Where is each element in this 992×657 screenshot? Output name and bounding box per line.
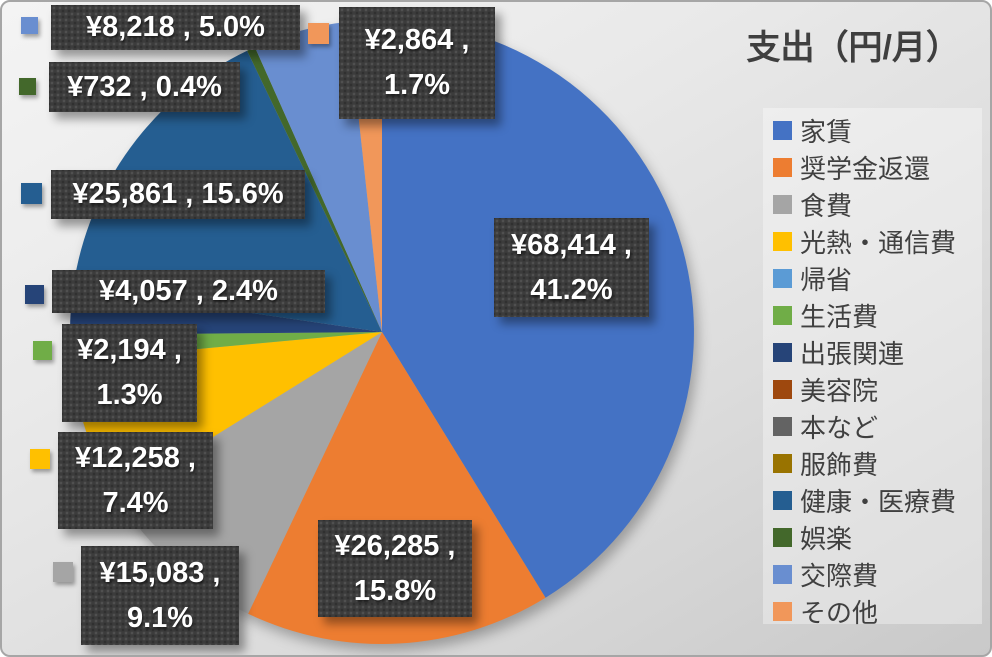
data-label[interactable]: ¥732 , 0.4% [49,62,240,112]
data-label-key-icon [308,23,329,44]
legend-item[interactable]: 美容院 [773,371,982,408]
data-label-key-icon [25,285,44,304]
data-label-text: 41.2% [530,273,613,306]
legend-item-label: 奨学金返還 [800,154,931,184]
data-label[interactable]: ¥26,285 , 15.8% [318,520,472,617]
data-label-text: ¥2,194 , [77,334,182,367]
legend-item[interactable]: 服飾費 [773,445,982,482]
legend-item-label: 家賃 [800,117,853,147]
data-label-text: ¥68,414 , [511,228,632,261]
legend-swatch-icon [773,269,792,288]
data-label-text: ¥15,083 , [99,556,221,589]
pie-slice[interactable] [247,47,382,332]
legend-item-label: 美容院 [800,376,879,406]
legend-item[interactable]: 光熱・通信費 [773,223,982,260]
legend-swatch-icon [773,417,792,436]
legend-item[interactable]: 娯楽 [773,519,982,556]
data-label[interactable]: ¥25,861 , 15.6% [51,170,305,219]
legend-swatch-icon [773,306,792,325]
data-label-text: ¥26,285 , [334,529,456,562]
legend-item-label: 出張関連 [800,339,905,369]
legend-swatch-icon [773,158,792,177]
data-label-text: 7.4% [102,486,169,519]
data-label[interactable]: ¥15,083 , 9.1% [81,546,239,645]
legend-item-label: 健康・医療費 [800,487,957,517]
data-label[interactable]: ¥8,218 , 5.0% [51,5,300,50]
legend-item-label: その他 [800,598,879,628]
legend-swatch-icon [773,565,792,584]
data-label-key-icon [21,17,38,34]
legend-swatch-icon [773,232,792,251]
legend-item[interactable]: 本など [773,408,982,445]
legend[interactable]: 家賃奨学金返還食費光熱・通信費 帰省生活費出張関連美容院本など服飾費健康・医療費娯… [763,108,982,628]
legend-swatch-icon [773,454,792,473]
data-label-text: 15.8% [353,574,437,607]
legend-item-label: 食費 [800,191,853,221]
data-label-text: ¥4,057 , 2.4% [99,275,278,308]
legend-item[interactable]: 帰省 [773,260,982,297]
data-label-key-icon [19,78,36,95]
data-label-text: ¥25,861 , 15.6% [72,178,284,211]
legend-item[interactable]: 生活費 [773,297,982,334]
legend-item-label: 光熱・通信費 [800,228,957,258]
legend-item[interactable]: その他 [773,593,982,630]
data-label-text: ¥12,258 , [75,441,196,474]
legend-item[interactable]: 奨学金返還 [773,149,982,186]
data-label[interactable]: ¥68,414 , 41.2% [494,218,649,317]
data-label-text: 1.7% [383,69,451,101]
legend-item[interactable]: 出張関連 [773,334,982,371]
data-label-key-icon [33,341,52,360]
legend-swatch-icon [773,121,792,140]
data-label-text: 1.3% [96,379,163,411]
legend-item[interactable]: 食費 [773,186,982,223]
data-label[interactable]: ¥2,864 , 1.7% [339,7,495,119]
pie-slice[interactable] [117,332,382,614]
data-label-text: ¥2,864 , [364,24,470,57]
legend-swatch-icon [773,195,792,214]
legend-item[interactable]: 健康・医療費 [773,482,982,519]
legend-swatch-icon [773,528,792,547]
legend-swatch-icon [773,602,792,621]
legend-item-label: 交際費 [800,561,879,591]
data-label-text: ¥8,218 , 5.0% [86,11,265,44]
legend-swatch-icon [773,343,792,362]
legend-swatch-icon [773,491,792,510]
data-label-key-icon [53,562,73,582]
legend-item-label: 帰省 [800,265,853,295]
legend-swatch-icon [773,380,792,399]
data-label-key-icon [30,449,50,469]
data-label[interactable]: ¥12,258 , 7.4% [58,432,213,529]
legend-item-label: 娯楽 [800,524,853,554]
legend-item-label: 本など [800,413,879,443]
legend-item-label: 服飾費 [800,450,879,480]
data-label-text: ¥732 , 0.4% [67,70,222,103]
legend-item[interactable]: 家賃 [773,112,982,149]
chart-title[interactable]: 支出（円/月） [746,29,960,67]
legend-item-label: 生活費 [800,302,879,332]
legend-item[interactable]: 交際費 [773,556,982,593]
data-label[interactable]: ¥4,057 , 2.4% [52,270,325,313]
data-label[interactable]: ¥2,194 , 1.3% [62,324,197,422]
data-label-key-icon [21,183,42,204]
data-label-text: 9.1% [126,601,194,634]
